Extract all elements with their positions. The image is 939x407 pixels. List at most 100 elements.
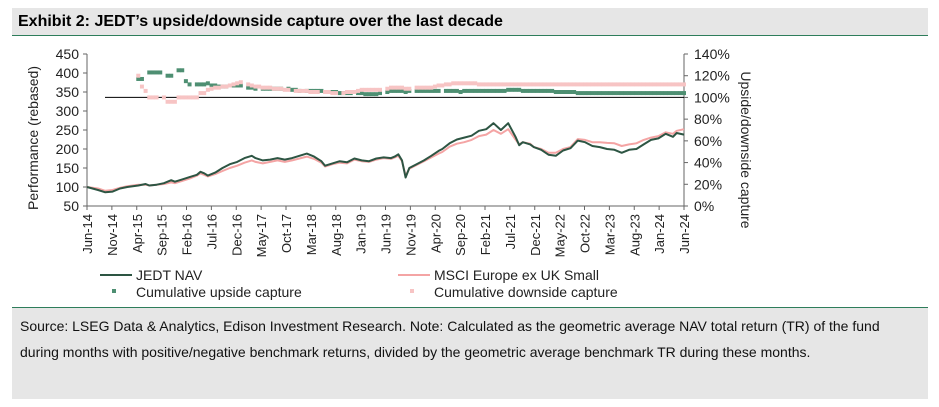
capture-point — [388, 85, 393, 90]
capture-point — [279, 86, 284, 91]
capture-point — [407, 88, 412, 93]
capture-point — [557, 90, 562, 94]
x-tick-label: Feb-16 — [180, 214, 195, 255]
capture-point — [605, 82, 610, 87]
capture-point — [465, 88, 470, 93]
capture-point — [425, 88, 430, 93]
right-tick-label: 60% — [694, 133, 722, 149]
capture-point — [143, 88, 148, 93]
capture-point — [231, 82, 236, 87]
capture-point — [524, 82, 529, 87]
capture-point — [623, 91, 628, 96]
capture-point — [454, 81, 459, 86]
x-tick-label: Jun-24 — [677, 214, 692, 254]
capture-point — [359, 87, 364, 92]
capture-point — [619, 91, 624, 96]
capture-point — [674, 91, 679, 96]
capture-point — [462, 81, 467, 86]
source-note: Source: LSEG Data & Analytics, Edison In… — [20, 318, 880, 360]
capture-point — [161, 95, 166, 100]
capture-point — [396, 85, 401, 90]
capture-point — [663, 82, 668, 87]
capture-point — [546, 88, 551, 93]
capture-point — [506, 87, 511, 92]
capture-point — [451, 81, 456, 86]
capture-point — [139, 84, 144, 89]
capture-point — [425, 85, 430, 90]
capture-point — [630, 91, 635, 96]
capture-point — [348, 90, 353, 94]
right-tick-label: 140% — [694, 46, 730, 62]
capture-point — [312, 90, 317, 94]
capture-point — [667, 82, 672, 87]
capture-point — [586, 91, 591, 96]
capture-point — [553, 90, 558, 94]
capture-point — [326, 90, 331, 94]
capture-point — [374, 92, 379, 97]
capture-point — [641, 82, 646, 87]
capture-point — [495, 82, 500, 87]
capture-point — [601, 91, 606, 96]
capture-point — [616, 91, 621, 96]
legend: JEDT NAV MSCI Europe ex UK Small Cumulat… — [100, 267, 618, 300]
capture-point — [568, 82, 573, 87]
capture-point — [528, 88, 533, 93]
x-tick-label: Aug-23 — [627, 214, 642, 256]
capture-point — [579, 91, 584, 96]
capture-point — [304, 88, 309, 93]
source-note-box: Source: LSEG Data & Analytics, Edison In… — [12, 307, 928, 399]
capture-point — [678, 91, 683, 96]
x-tick-label: Sep-20 — [453, 214, 468, 256]
capture-point — [649, 91, 654, 96]
capture-point — [268, 85, 273, 90]
x-tick-label: Oct-17 — [279, 214, 294, 253]
capture-point — [495, 88, 500, 93]
x-tick-label: May-22 — [553, 214, 568, 257]
capture-point — [612, 91, 617, 96]
x-tick-label: Aug-18 — [329, 214, 344, 256]
capture-point — [139, 76, 144, 81]
x-tick-label: Jul-16 — [204, 214, 219, 249]
capture-point — [667, 91, 672, 96]
capture-point — [194, 82, 199, 87]
x-tick-label: Mar-23 — [602, 214, 617, 255]
capture-point — [150, 95, 155, 100]
capture-point — [528, 82, 533, 87]
capture-point — [260, 85, 265, 90]
right-tick-label: 40% — [694, 155, 722, 171]
capture-point — [297, 88, 302, 93]
x-tick-label: Jan-24 — [652, 214, 667, 254]
x-tick-label: Dec-21 — [528, 214, 543, 256]
capture-point — [487, 88, 492, 93]
capture-point — [183, 95, 188, 100]
capture-point — [154, 95, 159, 100]
capture-point — [209, 86, 214, 91]
capture-point — [539, 82, 544, 87]
capture-point — [480, 88, 485, 93]
capture-point — [367, 92, 372, 97]
capture-point — [605, 91, 610, 96]
capture-point — [513, 82, 518, 87]
capture-point — [238, 80, 243, 85]
capture-point — [473, 88, 478, 93]
capture-point — [590, 91, 595, 96]
capture-point — [656, 82, 661, 87]
capture-point — [356, 91, 361, 96]
left-tick-label: 100 — [56, 179, 80, 195]
capture-point — [473, 81, 478, 86]
capture-point — [484, 82, 489, 87]
right-tick-label: 120% — [694, 68, 730, 84]
capture-point — [531, 88, 536, 93]
capture-point — [205, 81, 210, 86]
x-tick-label: Dec-16 — [229, 214, 244, 256]
series-downside-capture — [136, 73, 686, 104]
capture-point — [616, 82, 621, 87]
capture-point — [421, 85, 426, 90]
capture-chart: 50 100 150 200 250 300 350 400 450 0% 20% 40% 60% 80… — [25, 46, 754, 300]
capture-point — [484, 88, 489, 93]
capture-point — [564, 82, 569, 87]
capture-point — [634, 82, 639, 87]
capture-point — [202, 91, 207, 96]
capture-point — [597, 91, 602, 96]
capture-point — [150, 70, 155, 75]
